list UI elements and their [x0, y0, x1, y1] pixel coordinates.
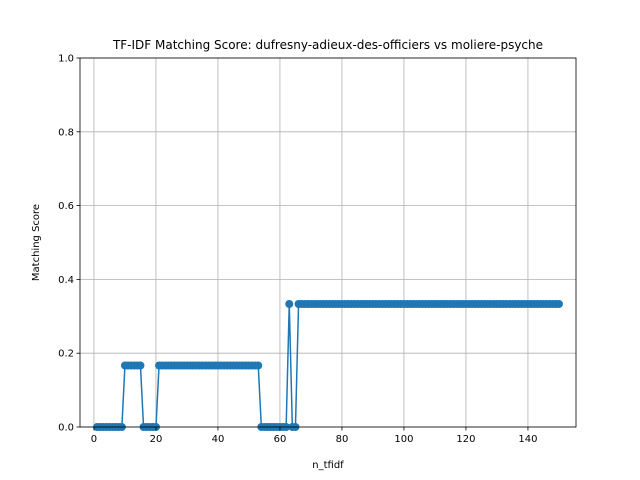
data-point — [254, 361, 263, 370]
y-tick-label: 0.4 — [58, 275, 74, 286]
x-tick-label: 0 — [91, 434, 97, 445]
y-tick-label: 1.0 — [58, 54, 74, 65]
y-tick-label: 0.6 — [58, 201, 74, 212]
y-tick-label: 0.2 — [58, 349, 74, 360]
y-axis-ticks: 0.0 0.2 0.4 0.6 0.8 1.0 — [58, 54, 80, 434]
x-tick-label: 60 — [274, 434, 287, 445]
x-axis-ticks: 0 20 40 60 80 100 120 140 — [91, 427, 537, 445]
plot-frame — [79, 57, 577, 428]
x-tick-label: 20 — [150, 434, 163, 445]
x-tick-label: 100 — [394, 434, 413, 445]
x-tick-label: 40 — [212, 434, 225, 445]
y-tick-label: 0.0 — [58, 423, 74, 434]
x-tick-label: 80 — [336, 434, 349, 445]
series-matching-score — [93, 300, 563, 431]
y-tick-label: 0.8 — [58, 127, 74, 138]
x-axis-label: n_tfidf — [312, 460, 344, 471]
data-point — [285, 300, 294, 309]
data-point — [136, 361, 145, 370]
x-tick-label: 140 — [518, 434, 537, 445]
x-tick-label: 120 — [456, 434, 475, 445]
chart-title: TF-IDF Matching Score: dufresny-adieux-d… — [112, 38, 543, 52]
y-axis-label: Matching Score — [31, 204, 42, 281]
data-point — [554, 300, 563, 309]
plot-background — [80, 58, 576, 427]
